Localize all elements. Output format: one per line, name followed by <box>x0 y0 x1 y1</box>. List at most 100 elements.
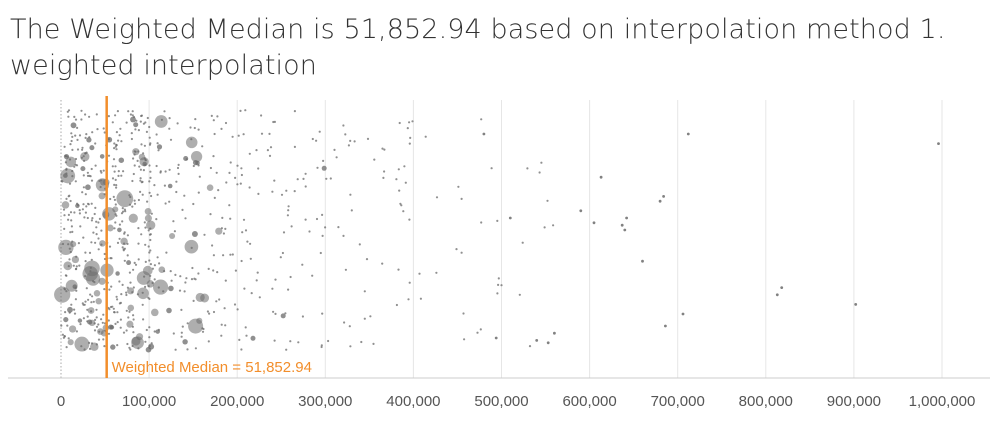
scatter-point <box>184 239 199 254</box>
scatter-point <box>125 309 128 312</box>
scatter-point <box>381 147 384 150</box>
scatter-point <box>146 200 149 203</box>
scatter-point <box>435 271 438 274</box>
scatter-point-outlier-11 <box>775 293 779 297</box>
scatter-point <box>67 218 70 221</box>
scatter-point <box>373 158 376 161</box>
scatter-point <box>82 317 85 320</box>
scatter-point <box>108 245 112 248</box>
scatter-point <box>398 121 401 125</box>
scatter-point <box>65 167 68 170</box>
scatter-point <box>102 169 105 172</box>
scatter-point <box>237 134 240 137</box>
scatter-point <box>88 341 91 344</box>
scatter-point <box>65 279 78 292</box>
scatter-point <box>209 213 212 216</box>
scatter-point <box>112 307 115 310</box>
scatter-point <box>287 288 290 291</box>
scatter-point <box>84 275 87 278</box>
scatter-point <box>120 237 128 246</box>
scatter-point <box>107 115 110 118</box>
x-tick-label-6: 600,000 <box>562 393 616 410</box>
scatter-point <box>287 209 290 212</box>
scatter-point <box>279 256 282 259</box>
scatter-point <box>521 241 524 244</box>
scatter-point <box>75 164 79 167</box>
scatter-point <box>179 275 182 278</box>
scatter-point <box>133 164 136 167</box>
scatter-point <box>324 226 327 229</box>
scatter-point <box>197 128 200 131</box>
scatter-point <box>103 193 106 196</box>
scatter-point <box>342 124 345 127</box>
scatter-point <box>150 194 153 198</box>
scatter-point <box>127 287 135 295</box>
scatter-point <box>455 248 458 251</box>
scatter-point <box>315 217 319 221</box>
scatter-point <box>148 336 151 339</box>
scatter-point <box>78 264 81 267</box>
scatter-point <box>97 328 104 335</box>
scatter-point <box>60 179 63 183</box>
scatter-point <box>114 165 117 168</box>
scatter-point <box>144 285 147 288</box>
scatter-point <box>349 139 352 142</box>
scatter-point <box>163 184 166 187</box>
scatter-point <box>97 338 101 341</box>
scatter-point <box>132 148 140 156</box>
scatter-point <box>120 174 123 177</box>
scatter-point <box>257 167 260 170</box>
scatter-point <box>77 242 80 245</box>
scatter-point <box>197 191 200 194</box>
scatter-point <box>70 219 73 222</box>
scatter-point <box>72 264 75 267</box>
scatter-point <box>257 192 260 195</box>
scatter-point <box>67 109 71 112</box>
scatter-point <box>424 135 427 138</box>
scatter-point <box>132 314 135 317</box>
scatter-point <box>88 115 91 118</box>
scatter-point <box>154 115 168 128</box>
scatter-point <box>82 203 85 206</box>
scatter-point <box>153 278 156 281</box>
scatter-point-outlier-0 <box>686 132 690 136</box>
scatter-point-outlier-13 <box>681 312 685 316</box>
scatter-point <box>128 271 131 274</box>
scatter-point <box>190 246 193 249</box>
scatter-point <box>144 226 147 229</box>
scatter-point <box>191 231 198 237</box>
scatter-point <box>124 210 127 213</box>
scatter-point <box>81 148 84 151</box>
scatter-point <box>88 251 92 254</box>
scatter-point <box>100 229 103 232</box>
x-tick-label-8: 800,000 <box>739 393 793 410</box>
scatter-point <box>266 149 269 152</box>
scatter-point <box>220 334 223 337</box>
scatter-point <box>231 135 234 138</box>
scatter-point <box>155 218 158 221</box>
scatter-point <box>397 268 400 271</box>
scatter-point <box>90 179 94 182</box>
scatter-point <box>133 199 136 202</box>
scatter-point <box>151 281 154 285</box>
scatter-point <box>546 199 549 202</box>
scatter-point <box>118 237 121 240</box>
scatter-point <box>222 254 225 257</box>
scatter-point <box>69 143 72 146</box>
scatter-point <box>118 157 125 163</box>
scatter-point <box>240 173 243 177</box>
scatter-point <box>73 211 76 214</box>
scatter-point <box>84 113 87 116</box>
scatter-point <box>74 336 90 352</box>
scatter-point <box>122 249 125 252</box>
x-tick-label-10: 1,000,000 <box>909 393 976 410</box>
scatter-point <box>329 177 332 180</box>
scatter-point <box>147 245 150 248</box>
scatter-point <box>144 214 152 222</box>
scatter-point <box>85 151 88 154</box>
scatter-point <box>67 115 70 118</box>
scatter-point <box>181 208 184 211</box>
scatter-point <box>115 295 118 298</box>
scatter-point <box>274 278 277 281</box>
scatter-point <box>133 122 139 128</box>
